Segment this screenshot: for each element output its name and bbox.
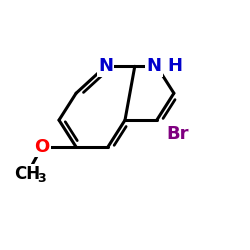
Text: N: N xyxy=(98,57,113,75)
Text: Br: Br xyxy=(166,124,189,142)
Text: H: H xyxy=(168,57,182,75)
Text: 3: 3 xyxy=(37,172,46,185)
Text: N: N xyxy=(147,57,162,75)
Text: CH: CH xyxy=(14,165,40,183)
Text: O: O xyxy=(34,138,50,156)
